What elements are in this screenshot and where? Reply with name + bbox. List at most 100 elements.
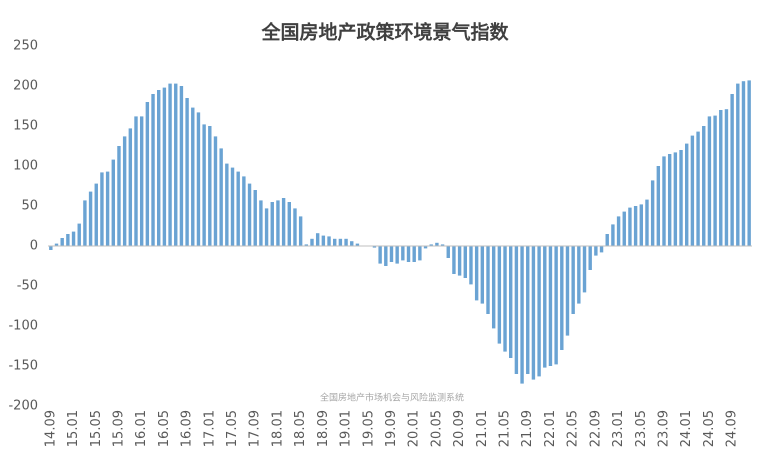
- y-tick-label: -200: [8, 399, 38, 414]
- bar: [71, 231, 76, 246]
- bar: [554, 246, 558, 365]
- x-tick-label: 16.01: [134, 410, 149, 447]
- y-tick-label: 250: [13, 39, 38, 54]
- x-tick-label: 18.05: [293, 410, 308, 447]
- x-tick-label: 19.01: [339, 410, 354, 447]
- x-tick-label: 23.09: [657, 410, 672, 447]
- x-tick-label: 18.01: [270, 410, 285, 447]
- bar: [304, 244, 309, 246]
- y-tick-label: 200: [13, 79, 38, 94]
- bar: [94, 183, 98, 246]
- bar: [247, 183, 252, 246]
- bar: [253, 190, 257, 246]
- bar: [213, 136, 218, 246]
- bar: [645, 199, 649, 246]
- bar: [219, 148, 223, 246]
- x-tick-label: 16.09: [180, 410, 195, 447]
- bar: [134, 116, 138, 247]
- bar: [713, 115, 717, 246]
- x-tick-label: 20.05: [429, 410, 444, 447]
- bar: [310, 238, 314, 246]
- bar: [429, 244, 433, 246]
- bar: [503, 246, 507, 352]
- x-tick-label: 14.09: [43, 410, 58, 447]
- bar: [520, 246, 524, 384]
- bar: [406, 246, 411, 262]
- bar: [418, 246, 422, 261]
- bar: [128, 128, 133, 246]
- bar: [236, 171, 240, 246]
- bar: [412, 246, 416, 262]
- bar: [537, 246, 541, 377]
- bar: [486, 246, 490, 314]
- bar: [281, 198, 286, 246]
- bar: [151, 94, 155, 246]
- bar: [401, 246, 405, 261]
- y-tick-label: -50: [17, 279, 38, 294]
- y-tick-label: -150: [8, 359, 38, 374]
- bar: [622, 211, 626, 246]
- y-tick-label: 100: [13, 159, 38, 174]
- bar: [440, 244, 445, 246]
- bar: [650, 180, 655, 246]
- bar: [611, 224, 615, 246]
- x-tick-label: 19.05: [361, 410, 376, 447]
- x-tick-label: 21.05: [498, 410, 513, 447]
- bar: [378, 246, 382, 264]
- x-tick-label: 20.01: [407, 410, 422, 447]
- bar: [54, 243, 59, 246]
- y-tick-label: 0: [30, 239, 38, 254]
- y-tick-label: 50: [21, 199, 38, 214]
- bar: [230, 167, 235, 246]
- bar: [588, 246, 592, 270]
- x-tick-label: 22.05: [566, 410, 581, 447]
- bar: [350, 241, 354, 246]
- x-tick-label: 23.05: [634, 410, 649, 447]
- bar: [122, 136, 127, 246]
- bar: [685, 143, 689, 246]
- bar: [628, 207, 632, 246]
- bar: [77, 223, 81, 246]
- x-tick-label: 21.01: [475, 410, 490, 447]
- bar: [514, 246, 519, 374]
- x-tick-label: 24.05: [702, 410, 717, 447]
- bar: [384, 246, 388, 266]
- bar: [117, 146, 121, 246]
- bar: [452, 246, 456, 274]
- x-tick-label: 24.01: [679, 410, 694, 447]
- bar: [509, 246, 513, 358]
- x-tick-label: 17.01: [202, 410, 217, 447]
- bar: [162, 87, 167, 246]
- bar: [202, 124, 206, 246]
- bar: [225, 163, 229, 246]
- bar: [577, 246, 581, 304]
- bar: [208, 126, 212, 246]
- bar: [560, 246, 564, 350]
- bar: [633, 206, 638, 246]
- bar: [49, 246, 53, 250]
- bar: [469, 246, 473, 285]
- bar: [168, 83, 172, 246]
- bar: [338, 238, 343, 246]
- bar: [191, 107, 195, 246]
- bar: [463, 246, 467, 278]
- bar: [656, 166, 661, 246]
- bar: [446, 246, 450, 258]
- bar: [531, 246, 536, 380]
- bar: [526, 246, 530, 374]
- bar: [372, 246, 377, 248]
- bar: [702, 126, 706, 246]
- bar: [565, 246, 570, 336]
- bar: [719, 110, 723, 246]
- bar: [395, 246, 399, 264]
- bar: [616, 216, 621, 246]
- y-tick-label: -100: [8, 319, 38, 334]
- bar: [730, 94, 734, 246]
- bar: [662, 156, 666, 246]
- chart-title: 全国房地产政策环境景气指数: [260, 21, 509, 44]
- bar: [582, 246, 587, 293]
- bar: [667, 154, 672, 246]
- x-tick-label: 23.01: [611, 410, 626, 447]
- bar: [145, 102, 150, 246]
